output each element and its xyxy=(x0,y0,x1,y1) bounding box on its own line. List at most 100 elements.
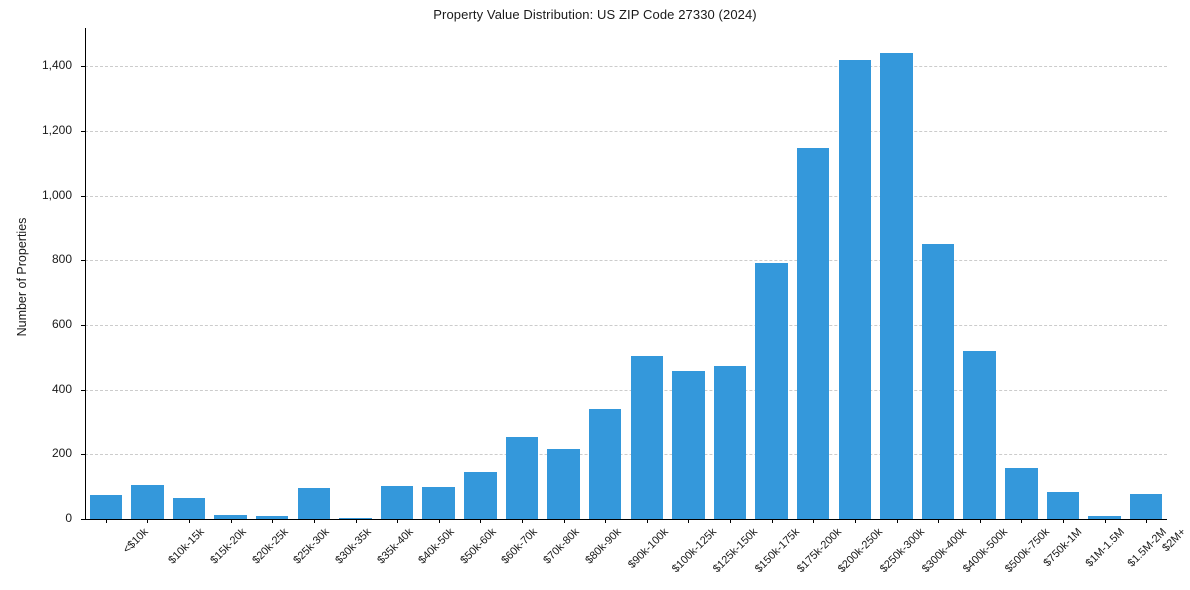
x-tick-mark xyxy=(1104,519,1106,523)
bar-slot xyxy=(917,34,959,519)
y-tick-label: 400 xyxy=(51,381,72,396)
y-tick-mark xyxy=(81,389,85,391)
x-tick-label: $50k-60k xyxy=(457,526,499,567)
x-tick-mark xyxy=(813,519,815,523)
x-tick-mark xyxy=(480,519,482,523)
x-tick-mark xyxy=(1062,519,1064,523)
x-tick-label: $70k-80k xyxy=(541,526,582,567)
x-tick-label: <$10k xyxy=(120,526,151,556)
bar[interactable] xyxy=(588,408,622,519)
gridline xyxy=(85,195,1167,197)
y-tick-label: 200 xyxy=(51,446,72,461)
x-tick-mark xyxy=(438,519,440,523)
gridline xyxy=(85,325,1167,326)
x-tick-label: $40k-50k xyxy=(416,526,457,567)
bar-slot xyxy=(709,34,751,519)
bar[interactable] xyxy=(464,471,497,519)
x-tick-mark xyxy=(854,519,856,523)
bar-slot xyxy=(210,34,252,519)
x-tick-label: $20k-25k xyxy=(249,526,291,567)
bar[interactable] xyxy=(755,262,788,519)
bar[interactable] xyxy=(1129,493,1163,519)
bar-slot xyxy=(751,34,793,519)
y-tick-mark xyxy=(81,519,85,520)
bar[interactable] xyxy=(1088,516,1121,519)
y-tick-label: 0 xyxy=(65,511,72,525)
x-tick-mark xyxy=(230,519,232,523)
x-tick-label: $60k-70k xyxy=(499,526,541,567)
y-tick-label: 1,000 xyxy=(41,187,72,202)
bar[interactable] xyxy=(380,485,414,519)
bar[interactable] xyxy=(422,486,455,519)
y-tick-label: 1,200 xyxy=(41,123,72,137)
bar-slot xyxy=(876,34,918,519)
bar-slot xyxy=(626,34,668,519)
x-axis-spine xyxy=(85,519,1167,520)
x-tick-mark xyxy=(105,519,107,523)
x-tick-label: $30k-35k xyxy=(333,526,374,567)
bar-slot xyxy=(335,34,377,519)
x-tick-mark xyxy=(688,519,690,523)
x-tick-mark xyxy=(355,519,357,523)
x-tick-mark xyxy=(1021,519,1023,523)
bar-slot xyxy=(168,34,210,519)
x-tick-mark xyxy=(646,519,648,523)
bar[interactable] xyxy=(963,351,996,519)
bar[interactable] xyxy=(131,484,164,519)
bar-series xyxy=(85,34,1167,519)
bar-slot xyxy=(501,34,543,519)
bar-slot xyxy=(834,34,876,519)
bar[interactable] xyxy=(505,436,539,519)
y-tick-mark xyxy=(81,454,85,456)
x-tick-mark xyxy=(771,519,773,523)
bar-slot xyxy=(959,34,1001,519)
x-tick-mark xyxy=(521,519,523,523)
gridline xyxy=(85,131,1167,132)
bar[interactable] xyxy=(838,59,872,519)
bar-slot xyxy=(376,34,418,519)
bar[interactable] xyxy=(339,518,372,519)
y-tick-mark xyxy=(81,131,85,132)
bar-slot xyxy=(1001,34,1043,519)
bar[interactable] xyxy=(880,53,913,519)
x-tick-mark xyxy=(563,519,565,523)
bar-slot xyxy=(1125,34,1167,519)
y-tick-mark xyxy=(81,325,85,326)
x-tick-mark xyxy=(938,519,940,523)
x-axis-ticks: <$10k $10k-15k $15k-20k $20k-25k $25k-30k $30… xyxy=(85,519,1189,590)
y-tick-mark xyxy=(81,66,85,68)
bar[interactable] xyxy=(713,366,747,519)
plot-area: 1,400 1,200 1,000 800 600 400 200 0 xyxy=(42,34,1167,525)
bar[interactable] xyxy=(1005,467,1038,519)
x-tick-label: $15k-20k xyxy=(208,526,249,567)
x-tick-label: $35k-40k xyxy=(374,526,416,567)
bar[interactable] xyxy=(547,448,580,519)
bar[interactable] xyxy=(297,487,331,519)
x-tick-mark xyxy=(730,519,732,523)
bar[interactable] xyxy=(921,243,955,519)
bar[interactable] xyxy=(172,497,206,519)
bar[interactable] xyxy=(630,355,664,519)
bar[interactable] xyxy=(256,516,289,519)
x-tick-mark xyxy=(272,519,274,523)
x-tick-label: $25k-30k xyxy=(291,526,333,567)
bar-slot xyxy=(127,34,169,519)
bar-slot xyxy=(85,34,127,519)
gridline xyxy=(85,66,1167,68)
x-tick-mark xyxy=(979,519,981,523)
bar[interactable] xyxy=(214,514,247,519)
bar[interactable] xyxy=(1046,491,1080,519)
x-tick-label: $1M-1.5M xyxy=(1083,526,1127,570)
bar-slot xyxy=(1042,34,1084,519)
x-tick-mark xyxy=(896,519,898,523)
x-tick-mark xyxy=(147,519,149,523)
x-tick-mark xyxy=(189,519,191,523)
bar[interactable] xyxy=(797,148,830,519)
bar[interactable] xyxy=(672,370,705,519)
bar[interactable] xyxy=(89,494,123,519)
y-tick-label: 600 xyxy=(51,317,72,331)
bar-slot xyxy=(251,34,293,519)
x-tick-label: $80k-90k xyxy=(582,526,624,567)
x-tick-mark xyxy=(313,519,315,523)
